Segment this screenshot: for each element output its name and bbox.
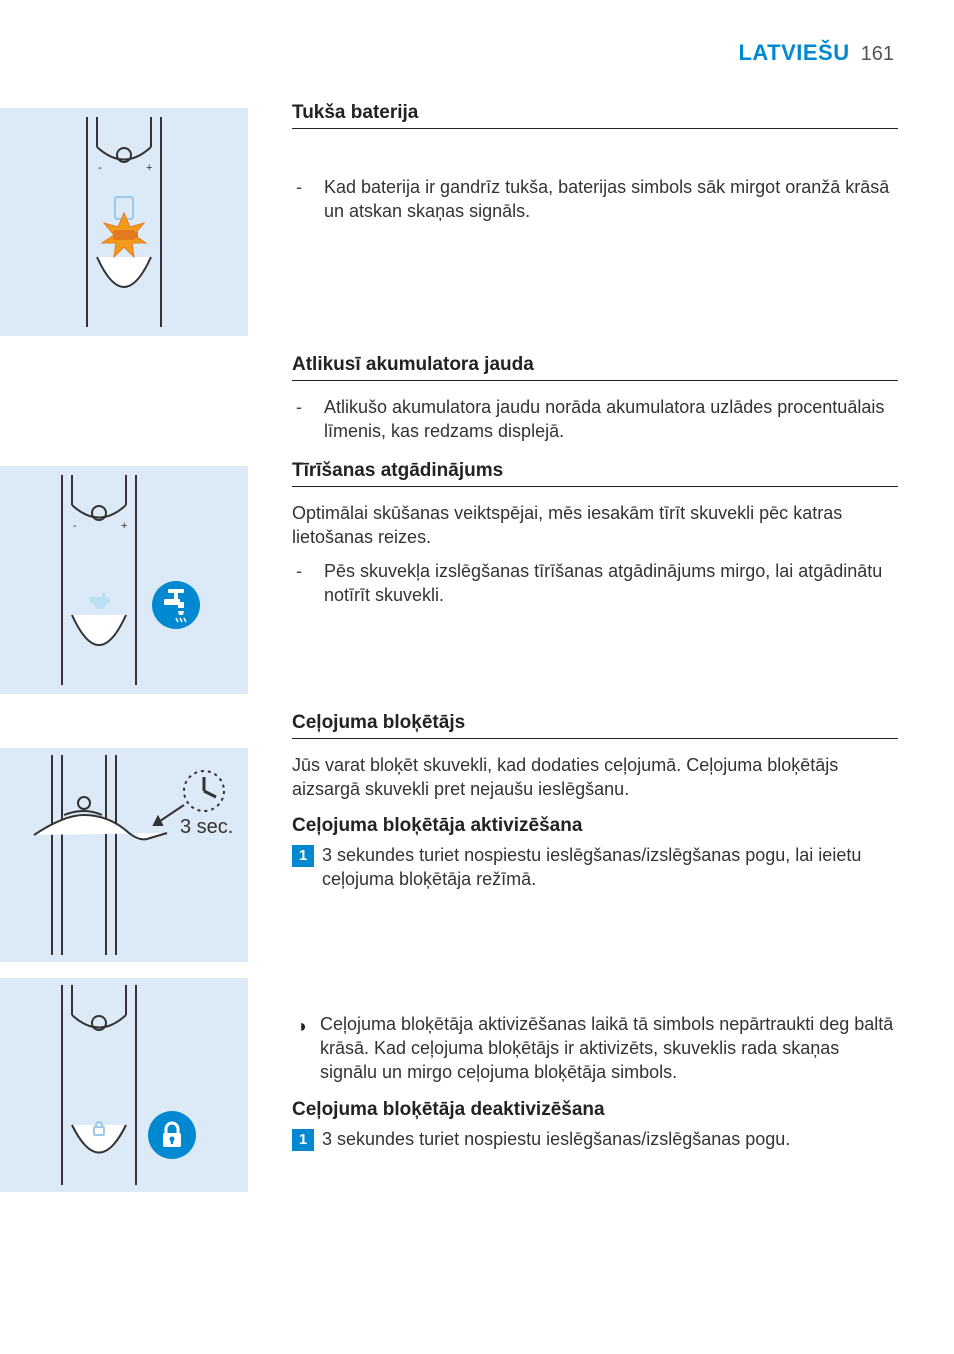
heading-travel-lock: Ceļojuma bloķētājs [292,706,898,739]
shaver-tap-icon: - + [24,475,224,685]
shaver-lock-icon [24,985,224,1185]
illustration-column: - + [0,454,256,706]
section-empty-battery: - + Tukša baterija - [0,96,904,348]
heading-cleaning-reminder: Tīrīšanas atgādinājums [292,454,898,487]
page-header: LATVIEŠU 161 [0,40,904,66]
step-number-box: 1 [292,845,314,867]
para-cleaning-reminder: Optimālai skūšanas veiktspējai, mēs iesa… [292,501,898,550]
section-travel-lock: 3 sec. [0,706,904,1204]
step-deactivate-text: 3 sekundes turiet nospiestu ieslēgšanas/… [322,1127,790,1151]
para-travel-lock: Jūs varat bloķēt skuvekli, kad dodaties … [292,753,898,802]
illustration-column: 3 sec. [0,706,256,1204]
step-activate-1: 1 3 sekundes turiet nospiestu ieslēgšana… [292,843,898,892]
bullet-remaining-power: - Atlikušo akumulatora jaudu norāda akum… [292,395,898,444]
illustration-lock-active [0,978,248,1192]
text-remaining-power: Atlikušo akumulatora jaudu norāda akumul… [324,395,898,444]
illustration-column: - + [0,96,256,348]
dash-icon: - [296,395,324,444]
text-column: Tukša baterija - Kad baterija ir gandrīz… [256,96,904,234]
text-cleaning-reminder: Pēs skuvekļa izslēgšanas tīrīšanas atgād… [324,559,898,608]
illustration-column [0,348,256,372]
section-cleaning-reminder: - + [0,454,904,706]
illustration-cleaning-reminder: - + [0,466,248,694]
shaver-battery-low-icon: - + [49,117,199,327]
manual-page: LATVIEŠU 161 - + [0,0,954,1254]
heading-deactivate-lock: Ceļojuma bloķētāja deaktivizēšana [292,1095,898,1127]
svg-text:-: - [73,520,77,532]
step-deactivate-1: 1 3 sekundes turiet nospiestu ieslēgšana… [292,1127,898,1151]
result-activate: ◗ Ceļojuma bloķētāja aktivizēšanas laikā… [292,1012,898,1085]
heading-remaining-power: Atlikusī akumulatora jauda [292,348,898,381]
heading-empty-battery: Tukša baterija [292,96,898,129]
text-column: Tīrīšanas atgādinājums Optimālai skūšana… [256,454,904,618]
step-number-box: 1 [292,1129,314,1151]
text-column: Ceļojuma bloķētājs Jūs varat bloķēt skuv… [256,706,904,1161]
page-number: 161 [861,43,894,65]
dash-icon: - [296,559,324,608]
step-activate-text: 3 sekundes turiet nospiestu ieslēgšanas/… [322,843,898,892]
svg-text:+: + [121,520,127,532]
illustration-press-3sec: 3 sec. [0,748,248,962]
bullet-empty-battery: - Kad baterija ir gandrīz tukša, baterij… [292,175,898,224]
result-activate-text: Ceļojuma bloķētāja aktivizēšanas laikā t… [320,1012,898,1085]
label-3sec: 3 sec. [180,816,233,838]
text-column: Atlikusī akumulatora jauda - Atlikušo ak… [256,348,904,454]
bullet-cleaning-reminder: - Pēs skuvekļa izslēgšanas tīrīšanas atg… [292,559,898,608]
shaver-press-3sec-icon: 3 sec. [4,755,244,955]
svg-text:+: + [146,162,152,174]
arrow-icon: ◗ [292,1014,314,1085]
section-remaining-power: Atlikusī akumulatora jauda - Atlikušo ak… [0,348,904,454]
text-empty-battery: Kad baterija ir gandrīz tukša, baterijas… [324,175,898,224]
dash-icon: - [296,175,324,224]
language-label: LATVIEŠU [738,40,849,65]
heading-activate-lock: Ceļojuma bloķētāja aktivizēšana [292,811,898,843]
svg-text:-: - [98,162,102,174]
illustration-empty-battery: - + [0,108,248,336]
